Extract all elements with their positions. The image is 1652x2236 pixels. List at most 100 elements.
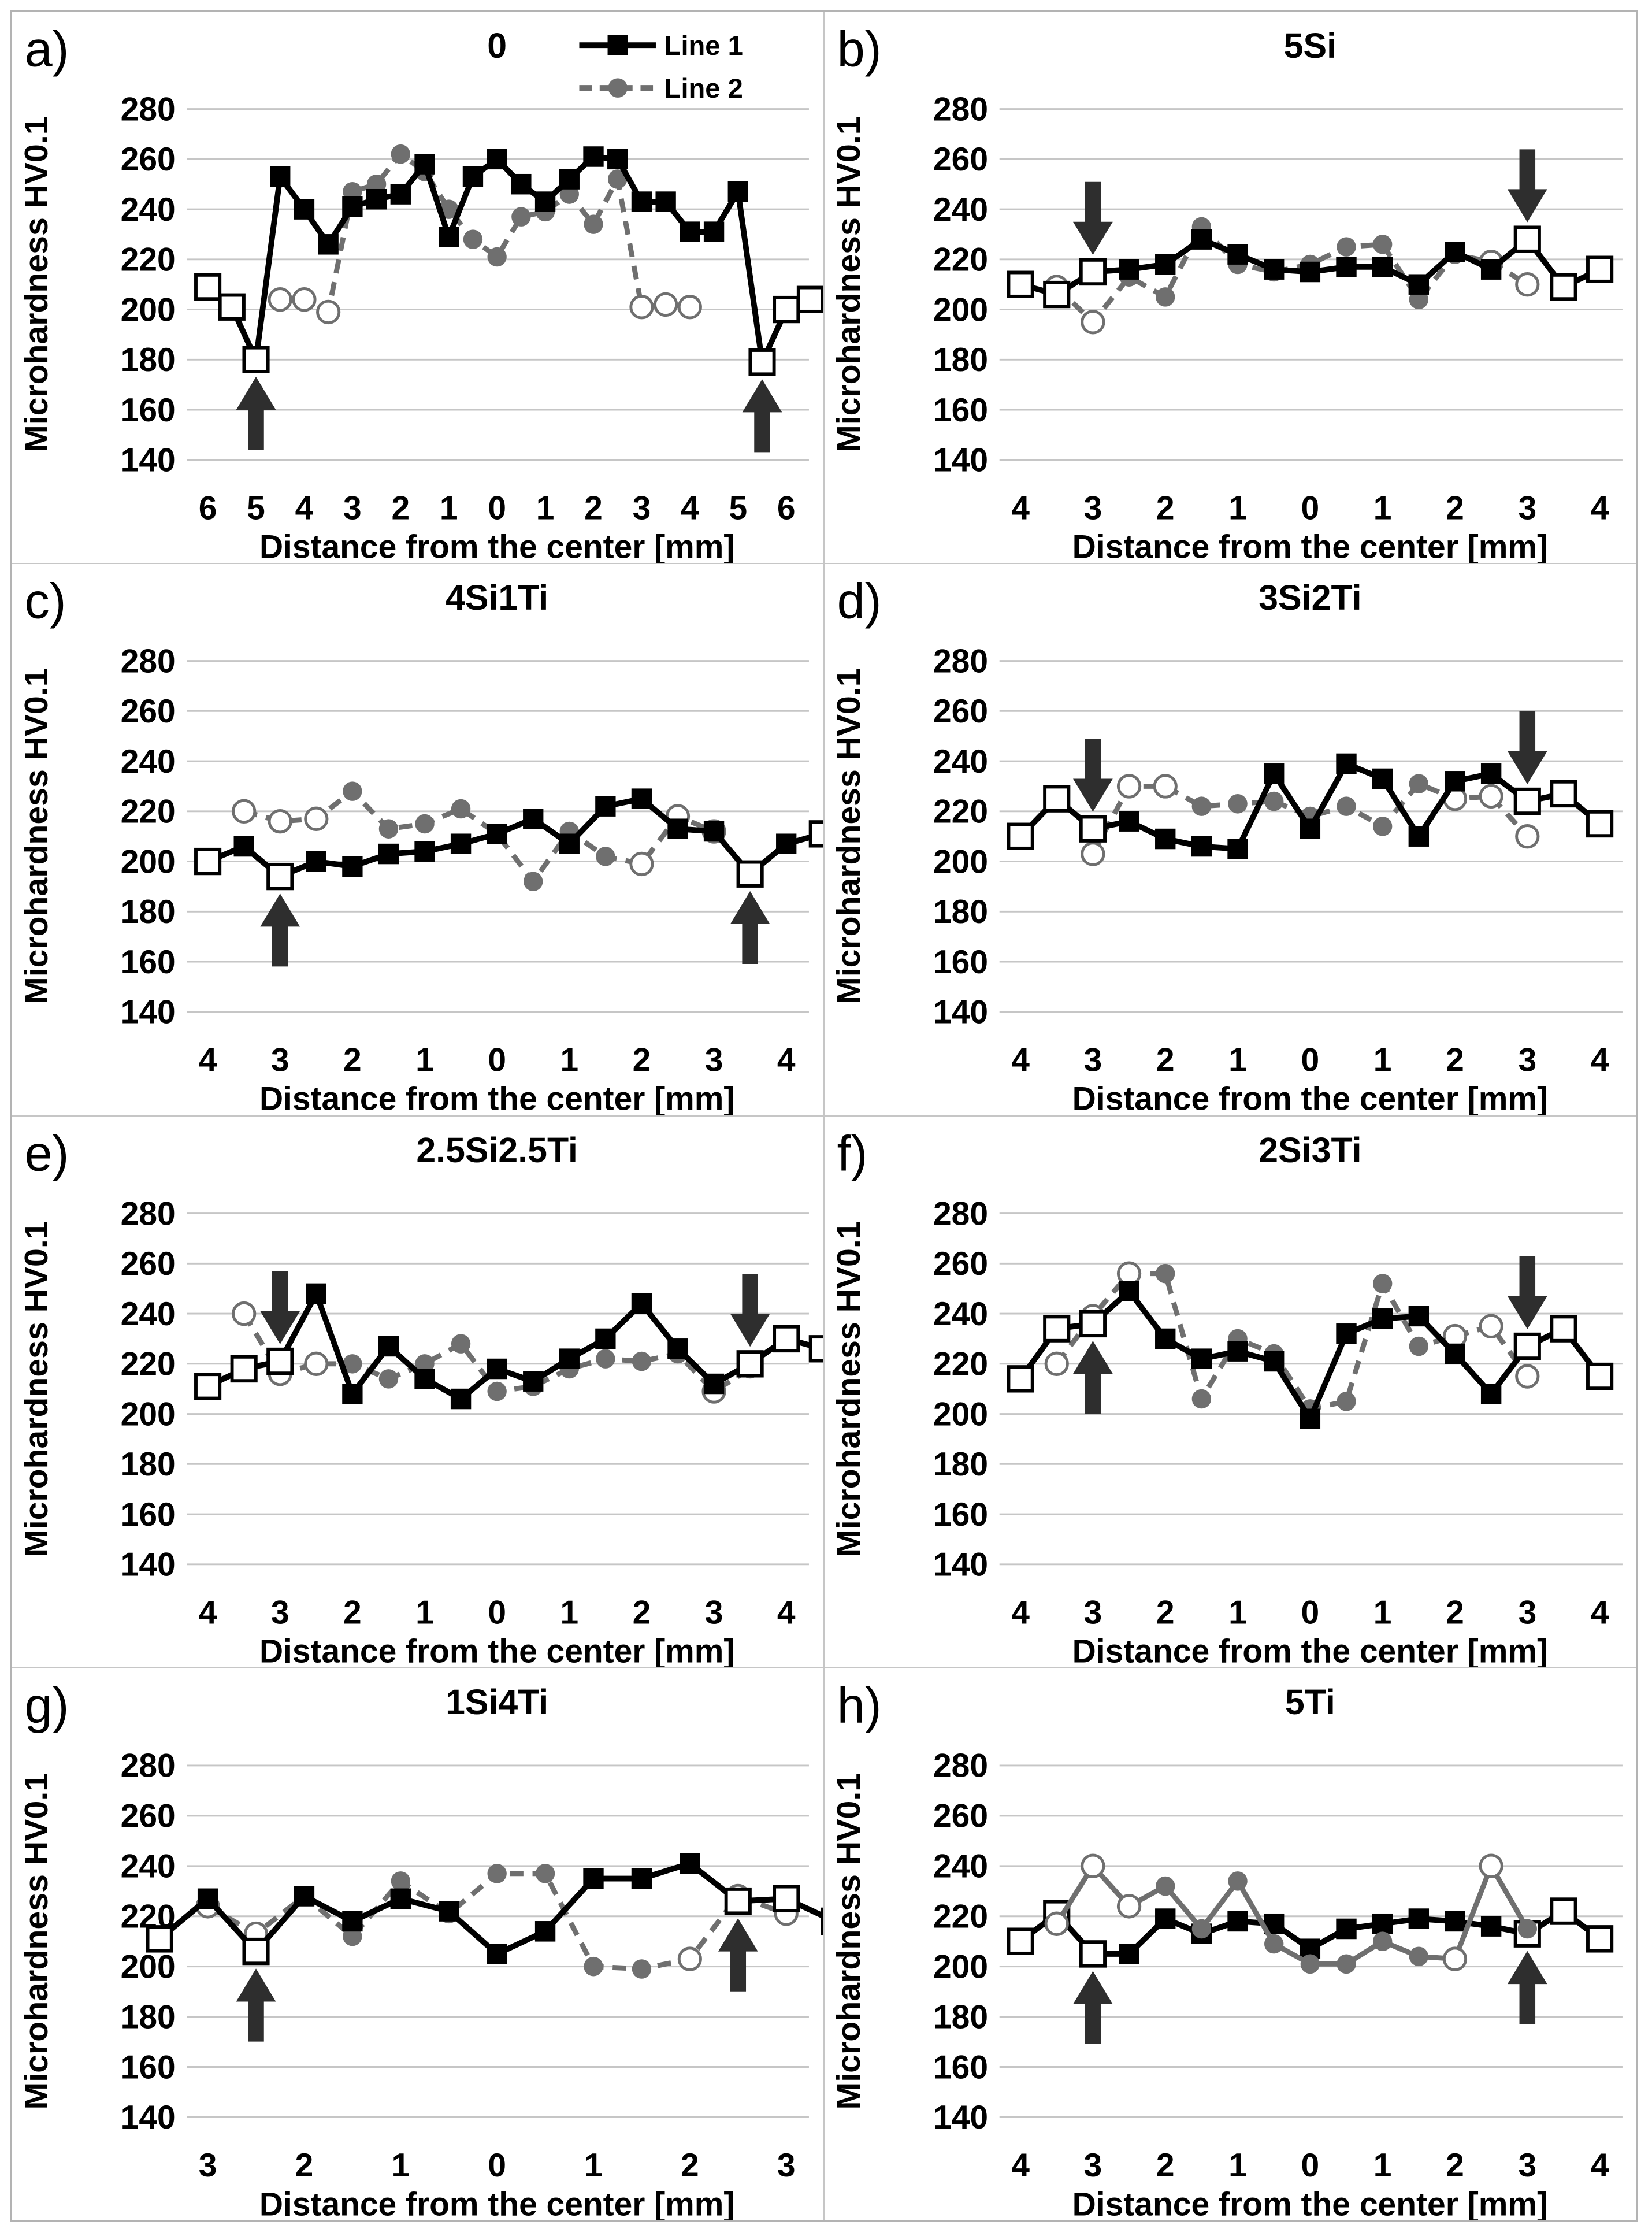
panel-title: 4Si1Ti [446, 578, 548, 617]
data-point [1409, 1336, 1428, 1356]
x-tick-label: 0 [488, 2147, 506, 2184]
data-point [1480, 1383, 1501, 1404]
x-tick-label: 4 [1011, 1042, 1030, 1079]
annotation-arrow-down [1507, 1256, 1547, 1329]
data-point [463, 229, 483, 249]
x-tick-label: 3 [1083, 490, 1102, 526]
y-tick-label: 200 [933, 843, 988, 880]
data-point-open [1042, 280, 1070, 309]
data-point [1300, 261, 1320, 283]
y-tick-label: 280 [933, 1747, 988, 1784]
data-point-open [1514, 1363, 1539, 1389]
gridlines [187, 1764, 809, 2118]
data-point [306, 1283, 326, 1304]
data-point [1335, 1323, 1357, 1344]
data-point [583, 146, 604, 167]
data-point [559, 1348, 580, 1369]
data-point-open [266, 1347, 294, 1375]
data-point [1263, 259, 1284, 280]
y-tick-label: 160 [933, 392, 988, 429]
y-tick-label: 140 [933, 442, 988, 479]
data-point [197, 1888, 218, 1909]
data-point-open [1586, 1362, 1613, 1390]
y-axis-label: Microhardness HV0.1 [18, 116, 55, 452]
y-tick-label: 260 [121, 1797, 176, 1834]
x-tick-label: 1 [1228, 1594, 1247, 1631]
x-axis-label: Distance from the center [mm] [1072, 1081, 1547, 1115]
data-point [1191, 1389, 1211, 1408]
gridlines [187, 660, 809, 1013]
data-point [595, 796, 616, 817]
data-point-open [266, 863, 294, 891]
data-point [584, 1956, 603, 1977]
x-tick-label: 3 [633, 490, 651, 526]
data-point [1154, 254, 1175, 275]
y-tick-label: 220 [933, 1345, 988, 1382]
x-tick-label: 3 [343, 490, 362, 526]
data-point [233, 836, 254, 857]
data-point-open [796, 285, 823, 313]
panel-f: f) 2Si3Ti Microhardness HV0.1 280 260 240 220 2… [824, 1116, 1636, 1668]
x-tick-label: 2 [1446, 2147, 1464, 2184]
data-point [462, 166, 484, 187]
y-tick-label: 140 [933, 1546, 988, 1583]
x-tick-label: 1 [1228, 2147, 1247, 2184]
x-axis-label: Distance from the center [mm] [259, 2186, 734, 2220]
data-point [294, 199, 315, 220]
data-point-open [1116, 774, 1141, 799]
x-tick-label: 4 [1590, 1042, 1609, 1079]
y-tick-label: 220 [121, 1345, 176, 1382]
data-point [487, 1381, 507, 1401]
x-tick-label: 2 [295, 2147, 314, 2184]
data-point [343, 781, 362, 802]
data-point [1227, 1340, 1248, 1362]
data-point [632, 1959, 652, 1979]
data-point [487, 1943, 507, 1964]
annotation-arrow-down [1072, 181, 1113, 255]
data-point [1191, 1919, 1211, 1939]
data-point [451, 799, 471, 819]
data-point [1191, 229, 1212, 250]
x-tick-label: 2 [343, 1041, 362, 1078]
data-point-open [292, 287, 317, 312]
x-tick-label: 0 [1301, 2147, 1319, 2184]
annotation-arrow-up [1072, 1971, 1113, 2044]
x-tick-label: 3 [705, 1041, 723, 1078]
legend-label: Line 1 [664, 31, 743, 61]
x-tick-label: 6 [199, 490, 217, 526]
data-point-open [1079, 1940, 1107, 1968]
data-point [1372, 1913, 1393, 1934]
series-line-1 [194, 1271, 823, 1409]
data-point-open [1153, 774, 1178, 799]
y-tick-label: 200 [121, 291, 176, 328]
data-point-open [1479, 1853, 1503, 1878]
panel-e: e) 2.5Si2.5Ti Microhardness HV0.1 280 260 240… [12, 1116, 825, 1668]
x-tick-label: 0 [488, 1594, 506, 1631]
data-point-open [1080, 310, 1105, 335]
x-tick-label: 1 [1228, 490, 1247, 526]
x-tick-label: 0 [488, 490, 506, 526]
data-point [583, 1868, 604, 1889]
data-point [535, 1863, 555, 1883]
annotation-arrow-up [742, 379, 782, 453]
y-tick-label: 280 [121, 643, 176, 680]
data-point [1372, 768, 1393, 789]
data-point [1336, 796, 1356, 817]
panel-c: c) 4Si1Ti Microhardness HV0.1 280 260 240 220 2… [12, 564, 825, 1117]
data-point-open [677, 1946, 702, 1971]
x-tick-label: 4 [1011, 2147, 1030, 2184]
legend-label: Line 2 [664, 73, 743, 104]
x-tick-label: 2 [343, 1594, 362, 1631]
x-tick-label: 2 [1446, 1042, 1464, 1079]
data-point-open [1586, 1924, 1613, 1953]
x-tick-label: 2 [633, 1041, 651, 1078]
panel-letter: e) [25, 1126, 69, 1181]
data-point [1263, 763, 1284, 784]
data-point [1154, 1328, 1175, 1349]
data-point-open [1079, 1310, 1107, 1337]
data-point [414, 841, 435, 862]
y-tick-label: 240 [933, 1295, 988, 1332]
data-point [1191, 836, 1212, 857]
x-tick-label: 4 [777, 1041, 796, 1078]
data-point [343, 1354, 362, 1374]
